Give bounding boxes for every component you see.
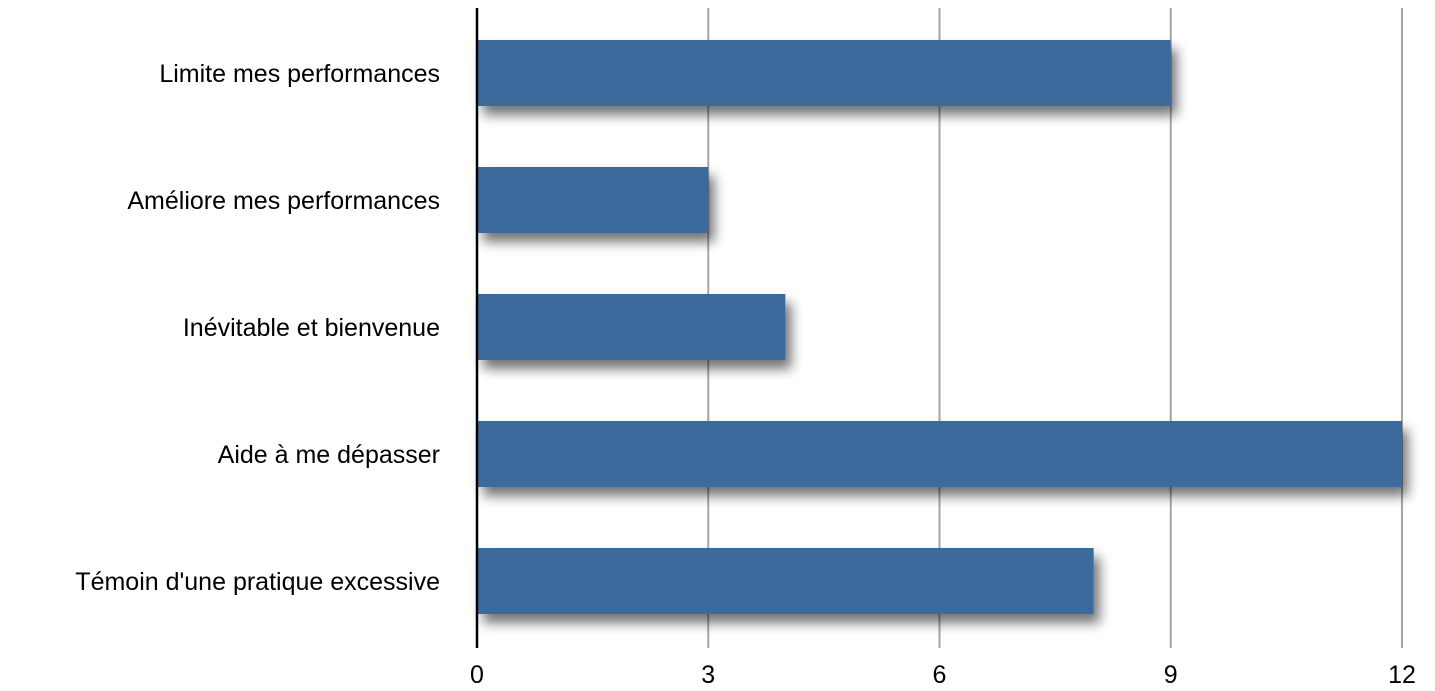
x-tick-label: 6 <box>933 661 947 689</box>
category-label: Améliore mes performances <box>127 187 440 215</box>
x-tick-labels: 0 3 6 9 12 <box>470 661 1416 689</box>
x-tick-label: 0 <box>470 661 484 689</box>
category-label: Témoin d'une pratique excessive <box>75 568 440 596</box>
category-labels: Limite mes performances Améliore mes perf… <box>75 60 440 596</box>
category-label: Aide à me dépasser <box>218 441 440 469</box>
x-tick-label: 12 <box>1388 661 1416 689</box>
bar <box>477 40 1171 106</box>
x-tick-label: 9 <box>1164 661 1178 689</box>
bar <box>477 294 786 360</box>
x-tick-label: 3 <box>701 661 715 689</box>
bar <box>477 421 1402 487</box>
bar <box>477 167 709 233</box>
category-label: Inévitable et bienvenue <box>183 314 440 342</box>
category-label: Limite mes performances <box>159 60 440 88</box>
bar <box>477 548 1094 614</box>
bars <box>477 40 1402 614</box>
